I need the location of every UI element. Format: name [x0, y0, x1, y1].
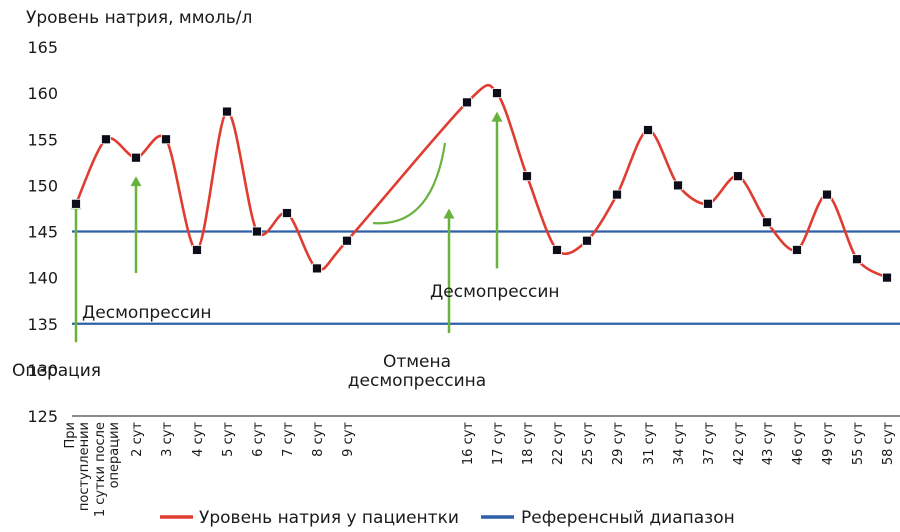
data-point	[822, 189, 832, 200]
annotation-label: Отмена	[383, 352, 451, 372]
data-point	[282, 208, 292, 218]
x-tick-label: 25 сут	[581, 422, 596, 466]
x-tick-label: 31 сут	[642, 422, 657, 466]
data-point	[131, 152, 141, 163]
data-point	[342, 235, 352, 246]
legend-label-sodium: Уровень натрия у пациентки	[199, 508, 459, 528]
data-point	[552, 245, 562, 255]
reference-lines	[72, 230, 900, 325]
data-point	[252, 226, 262, 237]
x-tick-label: операции	[107, 422, 122, 488]
data-points	[71, 88, 892, 283]
data-point	[462, 97, 472, 108]
x-tick-label: 3 сут	[160, 422, 175, 457]
data-point	[522, 171, 532, 182]
data-point	[192, 245, 202, 255]
x-tick-label: 4 сут	[191, 422, 206, 457]
data-point	[852, 254, 862, 265]
data-point	[733, 171, 743, 182]
x-tick-label: 55 сут	[851, 422, 866, 466]
data-point	[673, 180, 683, 191]
x-tick-label: 43 сут	[761, 422, 776, 466]
x-tick-label: 37 сут	[702, 422, 717, 466]
annotation-label: Десмопрессин	[430, 282, 560, 302]
data-point	[643, 125, 653, 135]
x-tick-label: 29 сут	[611, 422, 626, 466]
y-axis-title: Уровень натрия, ммоль/л	[26, 8, 252, 28]
data-point	[703, 198, 713, 209]
data-point	[492, 88, 502, 99]
x-tick-label: 17 сут	[491, 422, 506, 466]
x-tick-label: 34 сут	[672, 422, 687, 466]
annotation-arrowhead	[443, 208, 455, 219]
data-point	[101, 134, 111, 145]
annotation-curve	[372, 142, 447, 225]
annotation-label: Десмопрессин	[82, 303, 212, 323]
x-tick-label: 6 сут	[251, 422, 266, 457]
x-tick-label: 22 сут	[551, 422, 566, 466]
x-tick-label: 5 сут	[221, 422, 236, 457]
y-tick-label: 155	[27, 130, 58, 149]
x-tick-label: 1 сутки после	[93, 422, 108, 517]
data-point	[71, 198, 81, 209]
y-tick-label: 150	[27, 176, 58, 195]
y-tick-label: 165	[27, 38, 58, 57]
x-tick-label: 16 сут	[461, 422, 476, 466]
x-tick-label: 18 сут	[521, 422, 536, 466]
data-point	[792, 245, 802, 255]
data-point	[882, 272, 892, 283]
x-tick-label: 46 сут	[791, 422, 806, 466]
x-tick-label: При	[63, 422, 78, 448]
data-point	[312, 263, 322, 274]
data-point	[222, 106, 232, 117]
data-point	[161, 134, 171, 145]
x-tick-label: 49 сут	[821, 422, 836, 466]
annotation-arrowhead	[130, 176, 142, 187]
annotation-arrowhead	[491, 111, 503, 122]
data-point	[762, 217, 772, 228]
y-tick-label: 160	[27, 84, 58, 103]
axes: Уровень натрия, ммоль/л 125 130 135 140 145 15…	[26, 8, 900, 517]
x-tick-label: 9 сут	[341, 422, 356, 457]
legend: Уровень натрия у пациентки Референсный ди…	[160, 508, 735, 528]
x-tick-label: 58 сут	[881, 422, 896, 466]
data-point	[612, 189, 622, 200]
y-tick-label: 140	[27, 269, 58, 288]
data-point	[582, 235, 592, 246]
x-tick-label: 42 сут	[732, 422, 747, 466]
annotation-label: Операция	[12, 361, 101, 381]
y-tick-label: 125	[27, 407, 58, 426]
y-tick-label: 130	[27, 361, 58, 380]
legend-label-reference: Референсный диапазон	[521, 508, 735, 528]
y-tick-label: 145	[27, 223, 58, 242]
x-tick-label: 7 сут	[281, 422, 296, 457]
x-tick-label: поступлении	[77, 422, 92, 511]
x-tick-label: 2 сут	[130, 422, 145, 457]
annotation-label: десмопрессина	[348, 371, 486, 391]
x-tick-label: 8 сут	[311, 422, 326, 457]
y-tick-label: 135	[27, 315, 58, 334]
